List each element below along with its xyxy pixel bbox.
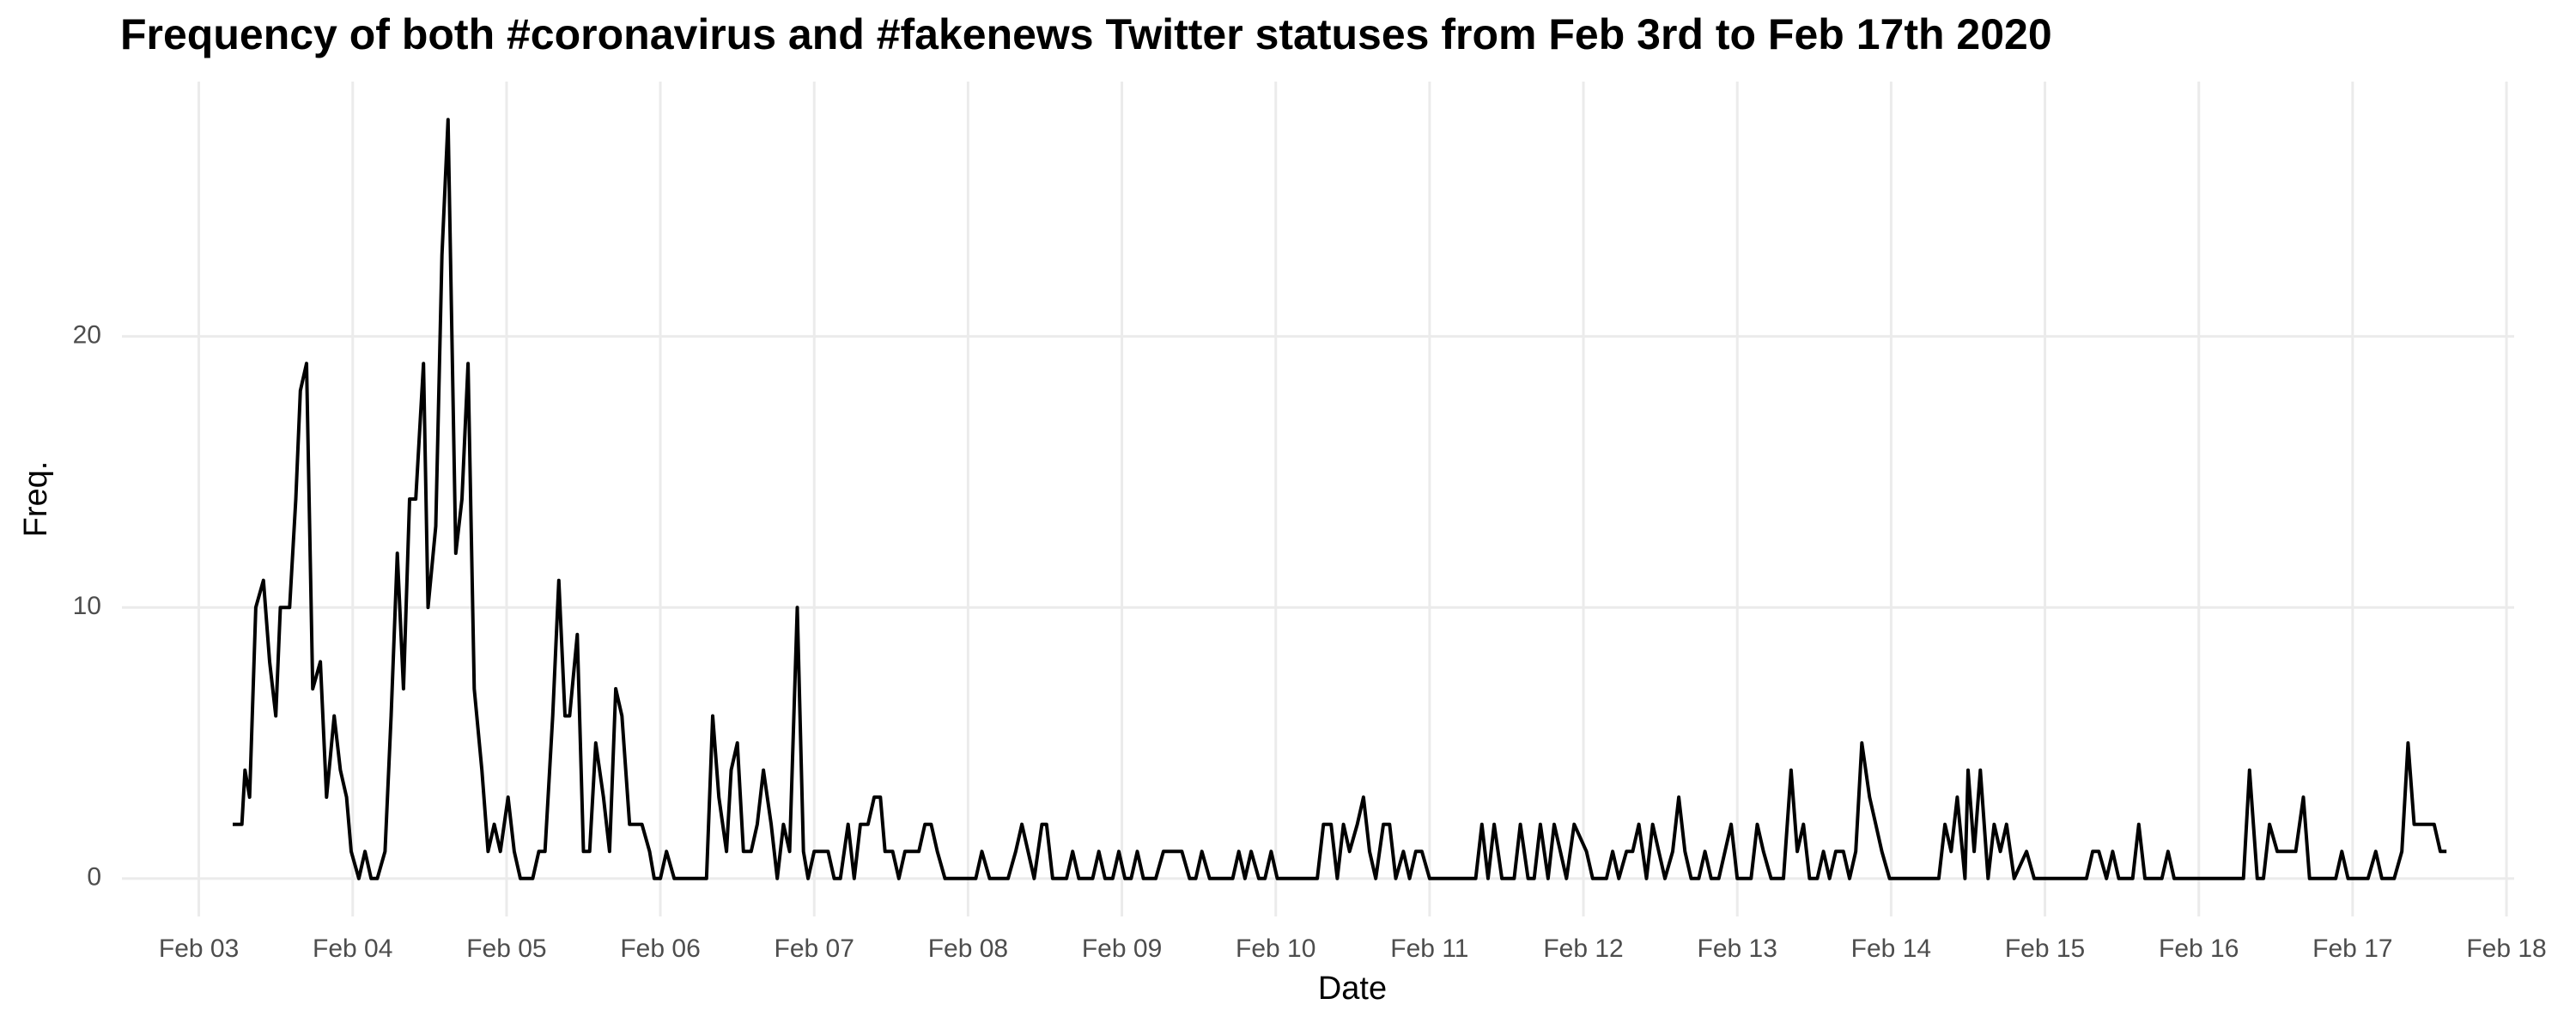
data-line (233, 118, 2447, 880)
x-tick-label: Feb 12 (1543, 935, 1623, 963)
y-tick-label: 10 (73, 592, 101, 620)
x-tick-label: Feb 13 (1698, 935, 1777, 963)
x-tick-label: Feb 09 (1082, 935, 1162, 963)
x-tick-label: Feb 04 (313, 935, 392, 963)
x-tick-label: Feb 05 (466, 935, 546, 963)
y-axis-title: Freq. (18, 461, 54, 538)
y-tick-label: 0 (87, 863, 101, 892)
x-tick-label: Feb 14 (1851, 935, 1931, 963)
x-tick-label: Feb 18 (2466, 935, 2546, 963)
x-tick-label: Feb 16 (2159, 935, 2239, 963)
x-tick-label: Feb 08 (928, 935, 1008, 963)
x-tick-label: Feb 06 (620, 935, 700, 963)
chart-title: Frequency of both #coronavirus and #fake… (120, 10, 2052, 58)
x-tick-label: Feb 07 (775, 935, 854, 963)
x-tick-label: Feb 03 (159, 935, 239, 963)
x-axis-title: Date (1318, 971, 1387, 1007)
x-tick-label: Feb 11 (1390, 935, 1468, 963)
x-tick-label: Feb 15 (2005, 935, 2085, 963)
y-tick-label: 20 (73, 321, 101, 350)
x-tick-label: Feb 17 (2312, 935, 2392, 963)
x-tick-label: Feb 10 (1236, 935, 1315, 963)
